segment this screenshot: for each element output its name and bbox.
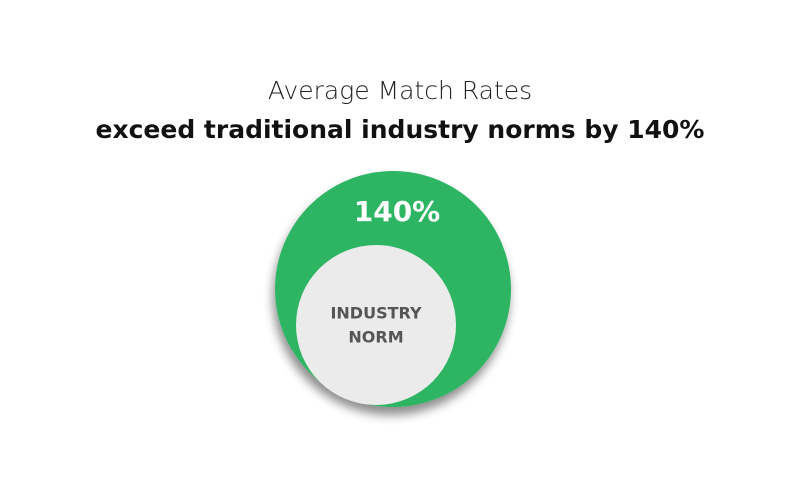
inner-label: NORM (348, 328, 403, 347)
inner-circle (296, 245, 456, 405)
title: Average Match Rates (268, 76, 532, 105)
outer-label: 140% (354, 195, 441, 228)
subtitle: exceed traditional industry norms by 140… (96, 115, 705, 144)
inner-label: INDUSTRY (330, 304, 422, 323)
